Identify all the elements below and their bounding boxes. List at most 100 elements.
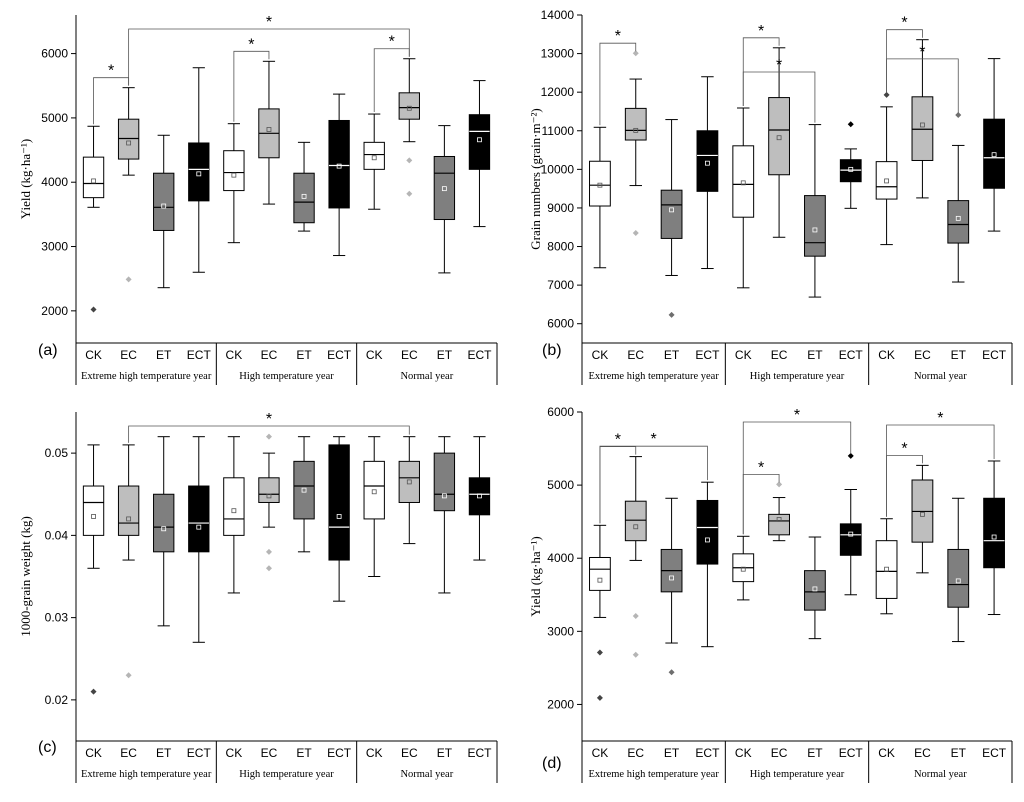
mean-marker bbox=[848, 531, 854, 537]
x-category-label: ECT bbox=[467, 348, 492, 362]
significance-bracket: * bbox=[599, 28, 637, 126]
iqr-box bbox=[732, 145, 755, 218]
significance-bracket: * bbox=[742, 407, 852, 535]
outlier-point bbox=[596, 649, 603, 656]
iqr-box bbox=[839, 523, 862, 556]
y-tick-label: 8000 bbox=[547, 240, 574, 254]
box-ect bbox=[188, 436, 210, 643]
x-category-label: ECT bbox=[187, 746, 212, 760]
mean-marker bbox=[669, 575, 674, 581]
iqr-box bbox=[188, 485, 210, 553]
y-axis-title: Yield (kg·ha⁻¹) bbox=[18, 139, 33, 219]
box-ect bbox=[468, 80, 491, 228]
iqr-box bbox=[768, 97, 790, 176]
x-category-label: ET bbox=[296, 746, 312, 760]
outlier-point bbox=[955, 111, 962, 118]
x-category-label: ECT bbox=[839, 348, 864, 362]
mean-marker bbox=[336, 163, 342, 169]
x-category-label: EC bbox=[627, 746, 644, 760]
box-ec bbox=[258, 60, 280, 205]
significance-bracket: * bbox=[599, 431, 708, 524]
iqr-box bbox=[624, 500, 647, 542]
box-ec bbox=[768, 47, 790, 238]
y-tick-label: 13000 bbox=[541, 47, 575, 61]
y-tick-label: 10000 bbox=[541, 162, 575, 176]
y-tick-label: 11000 bbox=[542, 124, 575, 138]
significance-star: * bbox=[389, 34, 395, 51]
iqr-box bbox=[117, 485, 140, 536]
box-ec bbox=[117, 444, 140, 679]
group-label: Normal year bbox=[914, 371, 967, 382]
box-ect bbox=[468, 436, 491, 561]
outlier-point bbox=[90, 306, 97, 313]
iqr-box bbox=[258, 477, 280, 503]
mean-marker bbox=[406, 479, 412, 485]
iqr-box bbox=[223, 150, 245, 192]
bracket-line bbox=[886, 424, 995, 517]
mean-marker bbox=[991, 152, 997, 158]
box-ck bbox=[223, 123, 245, 244]
mean-marker bbox=[91, 514, 96, 519]
mean-marker bbox=[477, 137, 482, 143]
panel-b: 6000 7000 8000 9000 10000 11000 12000 13000 1400… bbox=[528, 8, 1013, 385]
x-category-label: ET bbox=[156, 348, 172, 362]
mean-marker bbox=[920, 122, 925, 128]
box-ect bbox=[983, 460, 1005, 616]
bracket-line bbox=[233, 50, 270, 122]
outlier-point bbox=[125, 276, 132, 283]
group-label: Extreme high temperature year bbox=[81, 371, 212, 382]
box-et bbox=[153, 436, 175, 627]
mean-marker bbox=[231, 508, 237, 514]
outlier-point bbox=[596, 694, 603, 701]
mean-marker bbox=[161, 526, 167, 532]
outlier-point bbox=[265, 433, 272, 440]
mean-marker bbox=[884, 566, 889, 572]
bracket-line bbox=[93, 77, 130, 125]
mean-marker bbox=[406, 105, 412, 111]
mean-marker bbox=[920, 511, 925, 517]
mean-marker bbox=[336, 514, 342, 519]
significance-star: * bbox=[901, 440, 907, 457]
outlier-point bbox=[90, 688, 97, 695]
outlier-point bbox=[847, 121, 854, 128]
y-tick-label: 5000 bbox=[41, 111, 68, 125]
outlier-point bbox=[632, 50, 639, 57]
x-category-label: ECT bbox=[327, 746, 352, 760]
box-et bbox=[153, 134, 175, 289]
x-category-label: CK bbox=[226, 746, 243, 760]
box-et bbox=[433, 436, 456, 594]
x-category-label: ECT bbox=[982, 746, 1007, 760]
iqr-box bbox=[696, 499, 719, 565]
iqr-box bbox=[804, 570, 826, 611]
y-tick-label: 3000 bbox=[41, 240, 68, 254]
x-category-label: CK bbox=[735, 746, 752, 760]
box-ck bbox=[363, 436, 385, 577]
y-axis-title: Grain numbers (grain·m⁻²) bbox=[528, 108, 543, 249]
iqr-box bbox=[875, 161, 898, 200]
x-category-label: ET bbox=[951, 348, 967, 362]
y-tick-label: 5000 bbox=[547, 478, 574, 492]
iqr-box bbox=[117, 118, 140, 160]
significance-bracket: * bbox=[886, 410, 995, 517]
y-tick-label: 6000 bbox=[41, 47, 68, 61]
y-tick-label: 2000 bbox=[547, 697, 574, 711]
y-tick-label: 0.02 bbox=[45, 693, 69, 707]
significance-star: * bbox=[615, 28, 621, 45]
outlier-point bbox=[125, 672, 132, 679]
iqr-box bbox=[589, 160, 611, 207]
y-tick-label: 12000 bbox=[541, 85, 575, 99]
box-ec bbox=[624, 456, 647, 658]
mean-marker bbox=[705, 160, 710, 166]
iqr-box bbox=[293, 460, 315, 520]
box-ck bbox=[589, 126, 611, 269]
iqr-box bbox=[223, 477, 245, 536]
box-ec bbox=[117, 87, 140, 283]
mean-marker bbox=[371, 155, 377, 161]
y-tick-label: 4000 bbox=[547, 551, 574, 565]
significance-bracket: * bbox=[886, 15, 923, 93]
outlier-point bbox=[883, 91, 890, 98]
box-ec bbox=[398, 58, 420, 197]
y-axis-title: Yield (kg·ha⁻¹) bbox=[528, 536, 543, 616]
y-tick-label: 0.04 bbox=[45, 528, 69, 542]
outlier-point bbox=[668, 311, 675, 318]
